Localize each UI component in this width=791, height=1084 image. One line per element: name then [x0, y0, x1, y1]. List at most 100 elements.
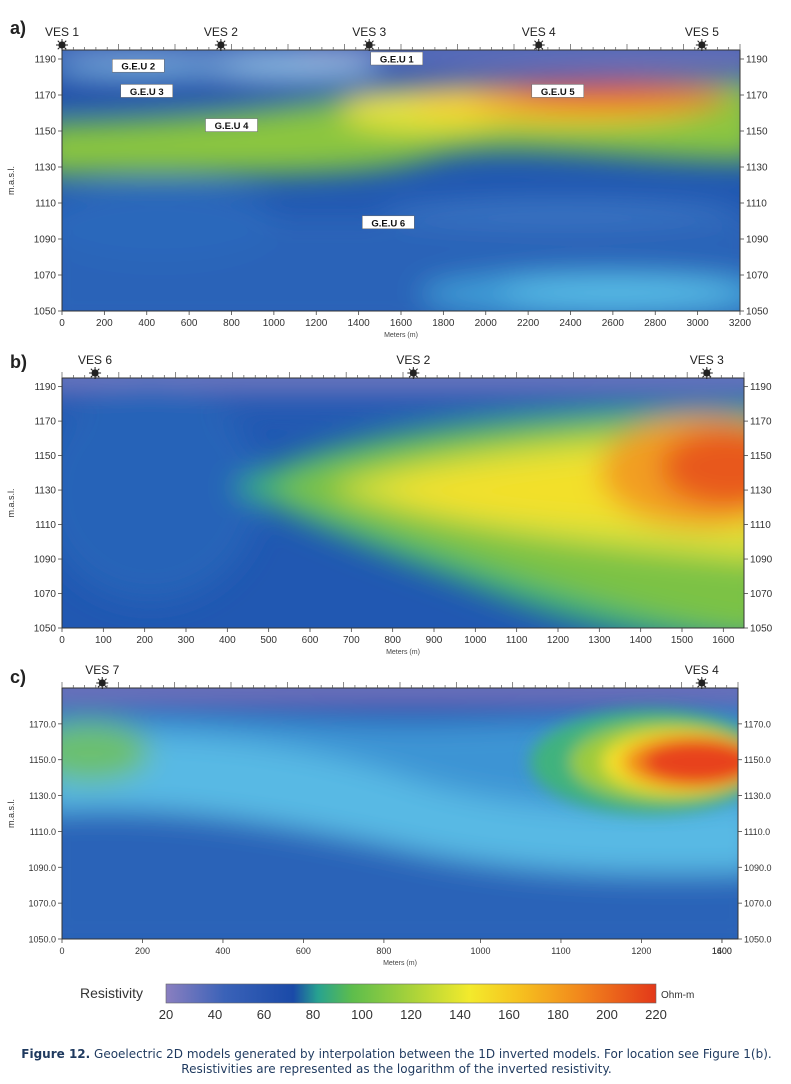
x-tick-label: 800	[376, 946, 391, 956]
x-tick-label: 600	[302, 635, 319, 646]
geu-label: G.E.U 1	[370, 51, 424, 66]
colorbar-label: Resistivity	[80, 985, 143, 1001]
y-tick-label-right: 1050	[746, 307, 769, 318]
geu-label: G.E.U 6	[362, 215, 415, 229]
y-tick-label-left: 1190	[34, 55, 56, 66]
ves-station-label: VES 7	[85, 663, 119, 677]
x-tick-label: 1500	[671, 635, 694, 646]
ves-marker-icon	[698, 679, 706, 687]
y-tick-label-right: 1150.0	[744, 755, 771, 765]
y-tick-label-right: 1170	[746, 91, 768, 102]
panel-b-model	[62, 378, 744, 628]
panel-label: c)	[10, 667, 26, 687]
y-tick-label-left: 1090	[34, 555, 57, 566]
x-axis-label: Meters (m)	[386, 649, 420, 656]
ves-station: VES 2	[396, 353, 431, 379]
y-tick-label-left: 1110	[35, 520, 56, 531]
y-tick-label-left: 1070	[34, 271, 57, 282]
y-tick-label-left: 1150	[34, 127, 56, 138]
x-tick-label: 200	[96, 318, 113, 329]
y-tick-label-left: 1150	[34, 451, 56, 462]
y-tick-label-right: 1070	[750, 589, 773, 600]
caption-figure-number: Figure 12.	[21, 1047, 91, 1061]
panel-a-axes: a) 0 200 400 600 800 1000 1200 1400 1600 1800 2000 2…	[6, 18, 769, 339]
x-tick-label: 1100	[551, 946, 570, 956]
ves-station: VES 3	[352, 25, 387, 51]
x-tick-label: 3200	[729, 318, 752, 329]
geu-label: G.E.U 3	[120, 84, 173, 98]
x-tick-label: 1200	[305, 318, 328, 329]
y-tick-label-right: 1050.0	[744, 935, 772, 945]
y-tick-label-right: 1070.0	[744, 899, 772, 909]
y-tick-label-right: 1110	[746, 199, 767, 210]
x-tick-label: 1200	[631, 946, 651, 956]
y-tick-label-left: 1130.0	[29, 791, 56, 801]
geu-label-text: G.E.U 6	[371, 218, 405, 229]
x-tick-label: 1600	[390, 318, 413, 329]
ves-station-label: VES 2	[396, 353, 430, 367]
ves-station: VES 4	[685, 663, 719, 689]
colorbar-tick-label: 60	[257, 1007, 271, 1022]
y-tick-label-right: 1110.0	[744, 827, 770, 837]
ves-marker-icon	[409, 369, 417, 377]
figure-caption: Figure 12. Geoelectric 2D models generat…	[6, 1047, 787, 1077]
ves-station-label: VES 2	[204, 25, 238, 39]
x-tick-label: 400	[138, 318, 155, 329]
x-tick-label: 700	[343, 635, 360, 646]
ves-station: VES 4	[522, 25, 556, 51]
geu-label-text: G.E.U 2	[121, 62, 155, 73]
y-tick-label-left: 1130	[34, 486, 56, 497]
panel-label: a)	[10, 18, 26, 38]
panel-b: b) 0 100 200 300 400 500 600 700 800 900 1000 1100 12…	[6, 352, 773, 656]
x-tick-label: 1000	[470, 946, 490, 956]
x-tick-label: 400	[215, 946, 230, 956]
x-tick-label: 2600	[602, 318, 625, 329]
panel-label: b)	[10, 352, 27, 372]
panel-b-axes: b) 0 100 200 300 400 500 600 700 800 900 1000 1100 12…	[6, 352, 773, 656]
y-tick-label-right: 1130	[750, 486, 772, 497]
colorbar-tick-label: 80	[306, 1007, 320, 1022]
ves-station-label: VES 3	[352, 25, 386, 39]
colorbar-tick-label: 140	[449, 1007, 471, 1022]
y-tick-label-left: 1050.0	[28, 935, 56, 945]
y-axis-label: m.a.s.l.	[6, 488, 16, 517]
colorbar-tick-label: 40	[208, 1007, 222, 1022]
x-tick-label: 2800	[644, 318, 667, 329]
colorbar-tick-label: 200	[596, 1007, 618, 1022]
x-tick-label: 200	[136, 635, 153, 646]
y-tick-label-right: 1150	[746, 127, 768, 138]
y-tick-label-right: 1110	[750, 520, 771, 531]
x-axis-label: Meters (m)	[384, 332, 418, 339]
x-tick-label: 1400	[712, 946, 732, 956]
x-tick-label: 0	[59, 946, 64, 956]
ves-marker-icon	[98, 679, 106, 687]
geu-label: G.E.U 2	[112, 58, 165, 73]
y-tick-label-right: 1130	[746, 163, 768, 174]
x-tick-label: 0	[59, 318, 65, 329]
ves-station: VES 3	[690, 353, 724, 379]
ves-station-label: VES 6	[78, 353, 112, 367]
ves-station-label: VES 1	[45, 25, 79, 39]
y-tick-label-right: 1150	[750, 451, 772, 462]
y-tick-label-right: 1050	[750, 624, 773, 635]
geu-label: G.E.U 4	[205, 118, 258, 132]
ves-station-label: VES 4	[522, 25, 556, 39]
y-tick-label-right: 1170.0	[744, 719, 771, 729]
ves-station: VES 6	[78, 353, 112, 379]
ves-marker-icon	[703, 369, 711, 377]
ves-station-label: VES 5	[685, 25, 719, 39]
y-tick-label-left: 1110	[35, 199, 56, 210]
y-tick-label-right: 1090	[746, 235, 769, 246]
x-tick-label: 3000	[687, 318, 710, 329]
caption-text: Geoelectric 2D models generated by inter…	[90, 1047, 772, 1076]
ves-station-label: VES 3	[690, 353, 724, 367]
geu-label-text: G.E.U 4	[215, 121, 250, 132]
y-tick-label-right: 1090	[750, 555, 773, 566]
x-tick-label: 1000	[263, 318, 286, 329]
x-tick-label: 300	[178, 635, 195, 646]
colorbar-tick-label: 120	[400, 1007, 422, 1022]
y-tick-label-left: 1170	[34, 91, 56, 102]
x-tick-label: 600	[181, 318, 198, 329]
